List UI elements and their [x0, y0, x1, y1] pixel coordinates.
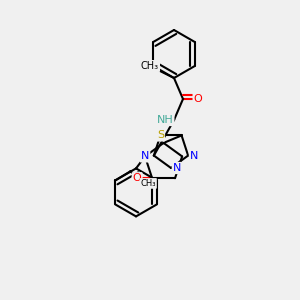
Text: CH₃: CH₃: [140, 179, 156, 188]
Text: N: N: [173, 163, 181, 173]
Text: CH₃: CH₃: [141, 61, 159, 71]
Text: NH: NH: [157, 115, 173, 125]
Text: O: O: [133, 173, 142, 183]
Text: N: N: [190, 151, 198, 160]
Text: S: S: [157, 130, 164, 140]
Text: N: N: [141, 152, 149, 161]
Text: O: O: [194, 94, 202, 104]
